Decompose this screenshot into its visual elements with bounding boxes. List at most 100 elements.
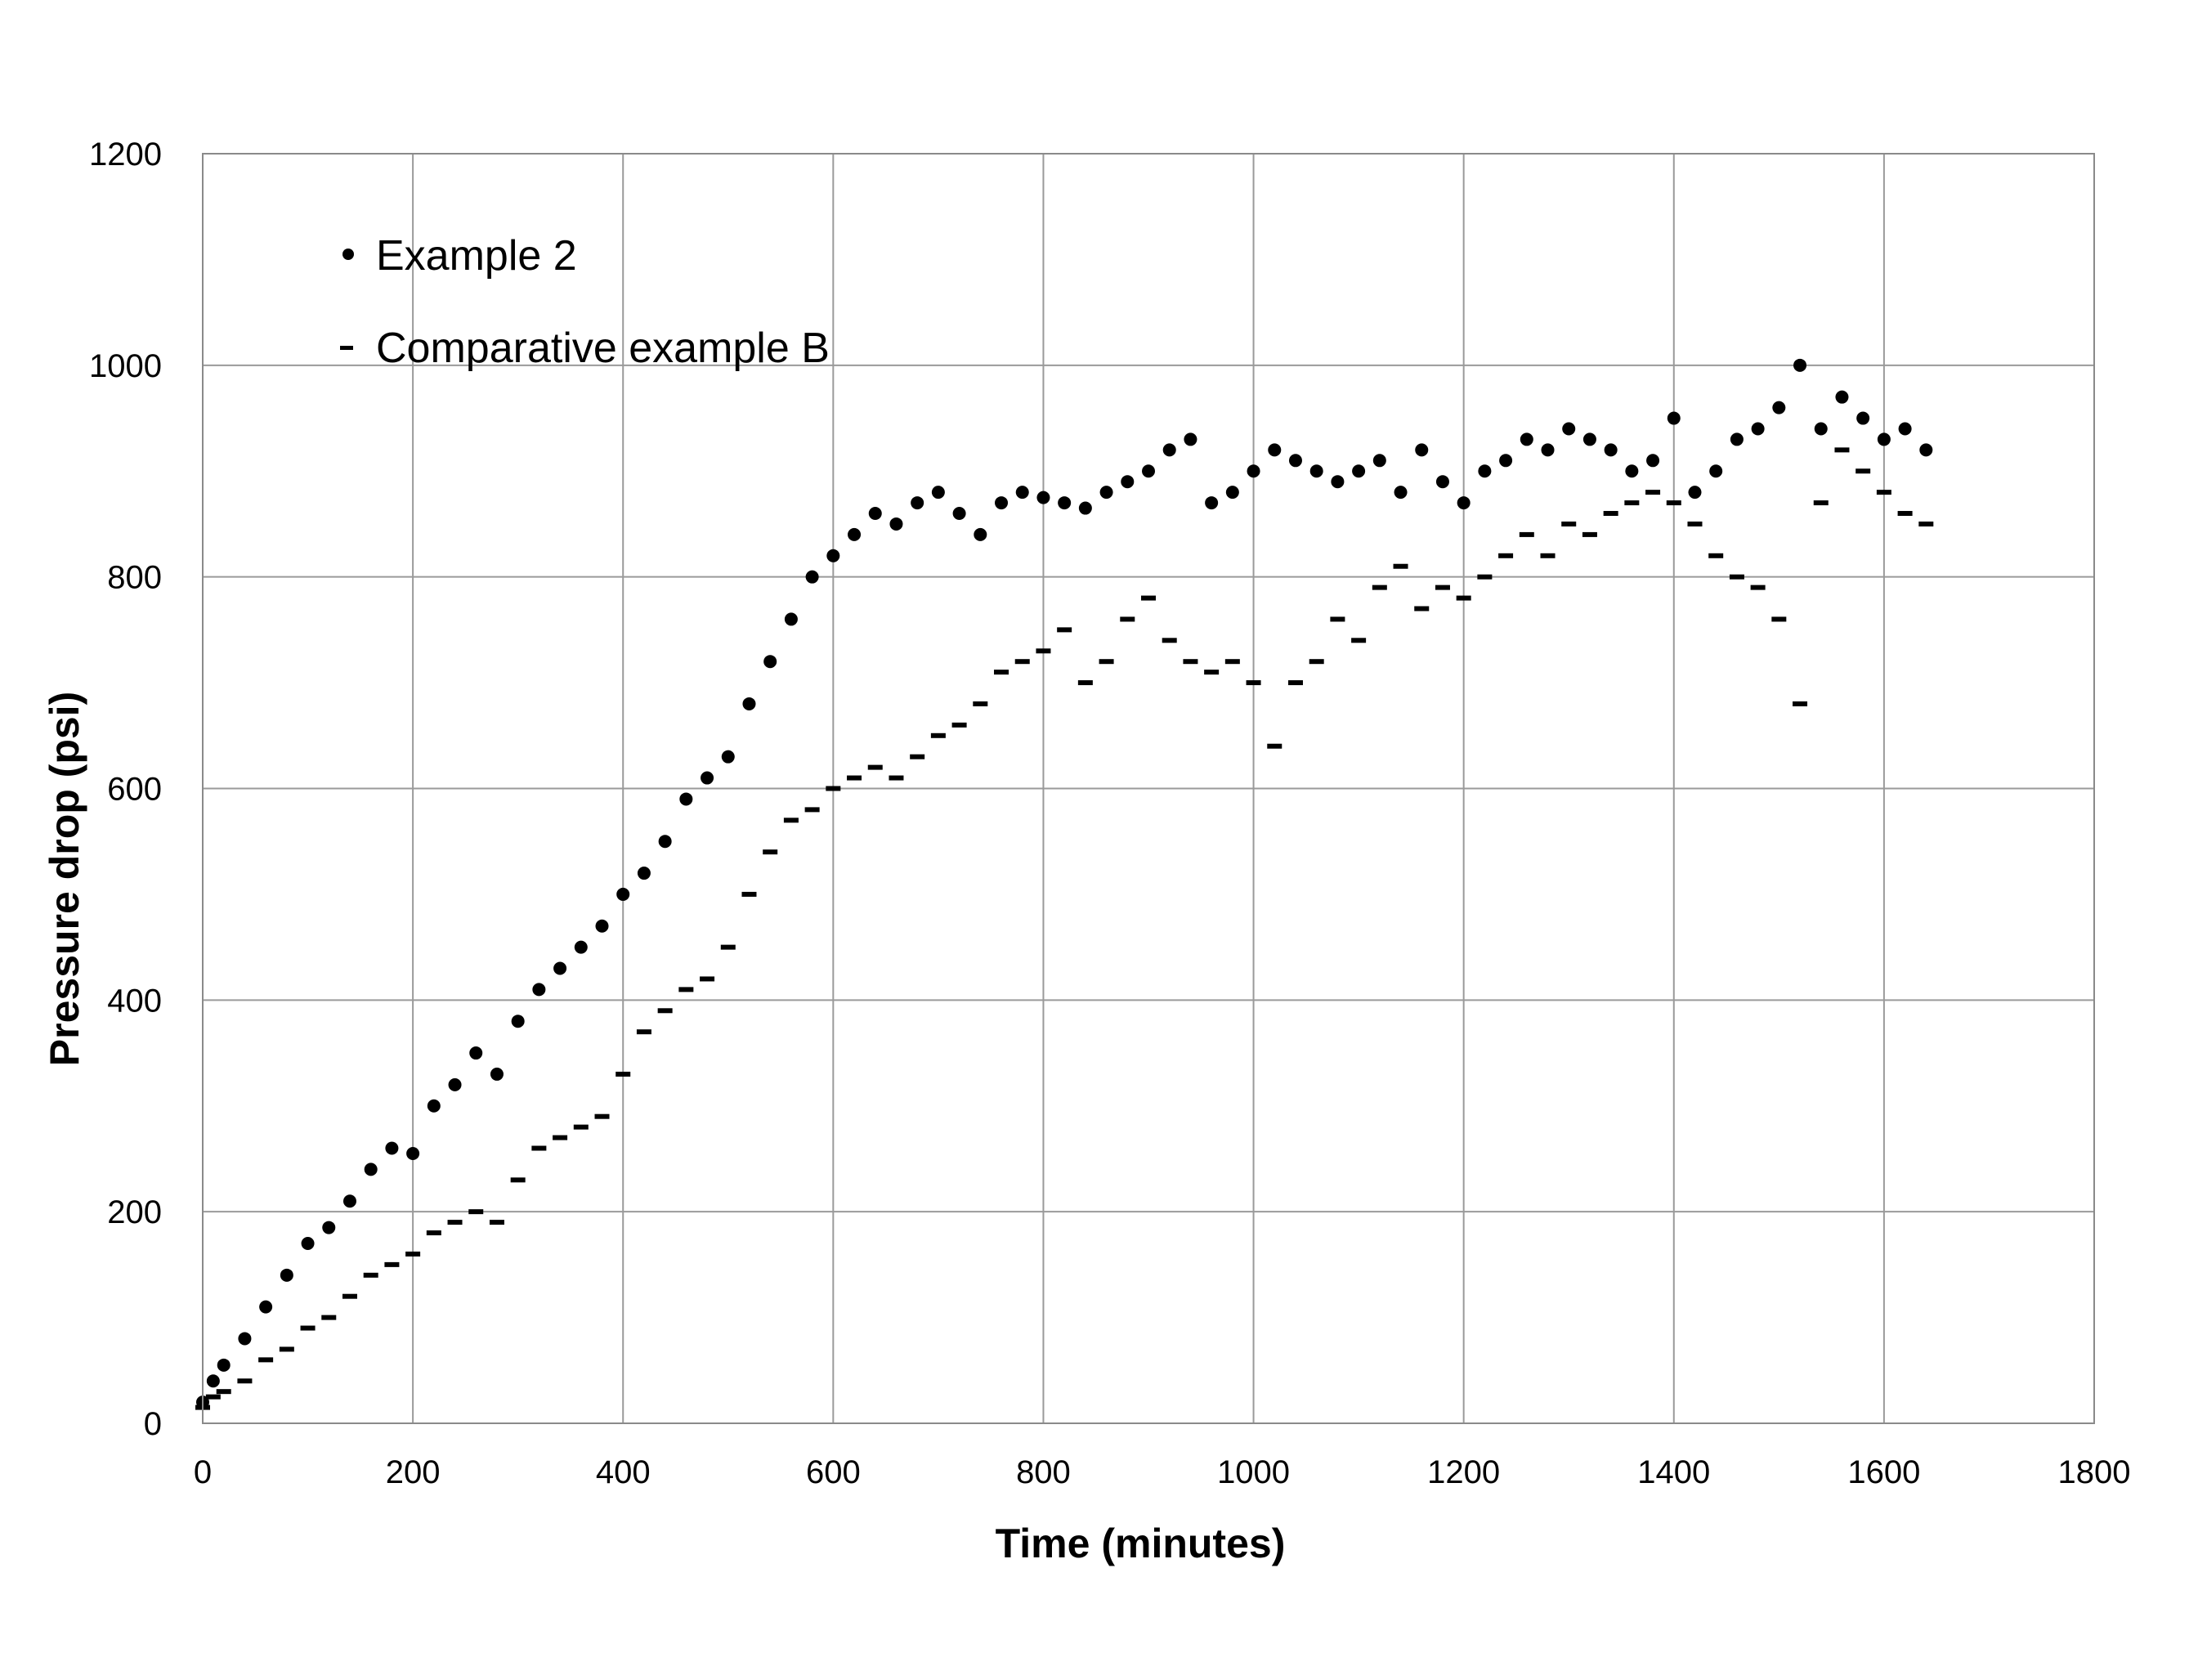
point-s0-14 [469,1046,482,1060]
point-s1-51 [1247,680,1261,685]
point-s1-33 [868,765,883,770]
point-s0-79 [1835,391,1848,404]
point-s1-30 [805,807,820,812]
point-s0-38 [974,528,987,541]
point-s1-66 [1561,522,1576,526]
point-s0-74 [1730,432,1744,446]
point-s0-69 [1625,464,1638,477]
point-s1-52 [1267,744,1282,749]
point-s1-18 [553,1136,567,1140]
point-s1-64 [1520,532,1534,537]
point-s1-50 [1225,659,1240,664]
point-s1-76 [1771,616,1786,621]
point-s0-67 [1583,432,1596,446]
point-s1-36 [931,733,946,738]
point-s1-10 [384,1262,399,1267]
point-s0-39 [995,496,1008,509]
point-s0-76 [1772,401,1785,414]
point-s0-75 [1752,422,1765,435]
point-s1-24 [678,987,693,992]
point-s0-56 [1352,464,1365,477]
point-s0-62 [1478,464,1491,477]
point-s1-9 [364,1273,378,1278]
point-s0-78 [1815,422,1828,435]
point-s1-63 [1498,553,1513,558]
point-s1-34 [889,776,903,781]
point-s0-18 [553,962,566,975]
point-s1-59 [1414,606,1429,611]
point-s1-62 [1477,575,1492,580]
point-s1-82 [1898,511,1913,516]
point-s0-9 [365,1163,378,1176]
point-s0-66 [1562,422,1575,435]
x-axis-title: Time (minutes) [996,1521,1286,1566]
point-s0-16 [512,1015,525,1028]
point-s1-71 [1667,500,1681,505]
point-s1-37 [952,723,967,728]
point-s1-40 [1015,659,1030,664]
point-s0-80 [1856,412,1869,425]
point-s1-54 [1309,659,1324,664]
point-s0-26 [722,750,735,764]
x-tick-label-3: 600 [806,1454,861,1490]
point-s1-58 [1394,564,1408,569]
x-axis-ticks: 020040060080010001200140016001800 [194,1454,2131,1490]
point-s0-48 [1184,432,1197,446]
point-s0-28 [763,655,777,668]
legend-label-comparative-example-b: Comparative example B [376,325,830,372]
point-s0-52 [1268,443,1281,456]
point-s1-74 [1730,575,1744,580]
point-s0-31 [826,549,839,562]
point-s0-53 [1289,454,1302,467]
x-tick-label-2: 400 [596,1454,651,1490]
point-s0-59 [1415,443,1428,456]
point-s0-72 [1688,486,1701,499]
point-s0-27 [742,697,755,710]
point-s0-36 [932,486,945,499]
point-s1-1 [206,1395,221,1400]
point-s1-3 [237,1378,252,1383]
x-tick-label-0: 0 [194,1454,212,1490]
point-s0-5 [280,1269,293,1282]
point-s1-72 [1687,522,1702,526]
point-s0-43 [1079,502,1092,515]
point-s0-64 [1520,432,1533,446]
point-s0-83 [1919,443,1932,456]
point-s1-81 [1877,490,1891,495]
point-s0-13 [449,1078,462,1091]
point-s1-79 [1834,447,1849,452]
point-s1-73 [1708,553,1723,558]
point-s0-22 [638,867,651,880]
point-s0-68 [1605,443,1618,456]
point-s0-24 [679,792,692,805]
point-s0-12 [428,1100,441,1113]
y-tick-label-0: 0 [144,1406,162,1442]
point-s1-7 [321,1315,336,1320]
point-s1-70 [1645,490,1660,495]
series-0 [196,359,1932,1409]
point-s0-21 [616,888,629,901]
data-series [195,359,1933,1410]
point-s1-55 [1330,616,1345,621]
point-s0-34 [889,517,902,531]
point-s0-4 [259,1301,272,1314]
point-s1-47 [1162,638,1177,643]
point-s0-17 [532,983,545,996]
point-s1-43 [1078,680,1093,685]
point-s1-13 [448,1220,463,1225]
point-s0-71 [1667,412,1681,425]
point-s0-1 [207,1374,220,1387]
point-s0-8 [343,1194,356,1207]
point-s1-53 [1288,680,1303,685]
x-tick-label-8: 1600 [1847,1454,1920,1490]
y-axis-ticks: 020040060080010001200 [89,137,162,1442]
point-s0-47 [1163,443,1176,456]
point-s0-25 [701,772,714,785]
point-s1-69 [1624,500,1639,505]
point-s0-58 [1394,486,1408,499]
point-s0-32 [848,528,861,541]
point-s1-8 [342,1294,357,1299]
point-s0-54 [1310,464,1323,477]
point-s1-65 [1541,553,1556,558]
